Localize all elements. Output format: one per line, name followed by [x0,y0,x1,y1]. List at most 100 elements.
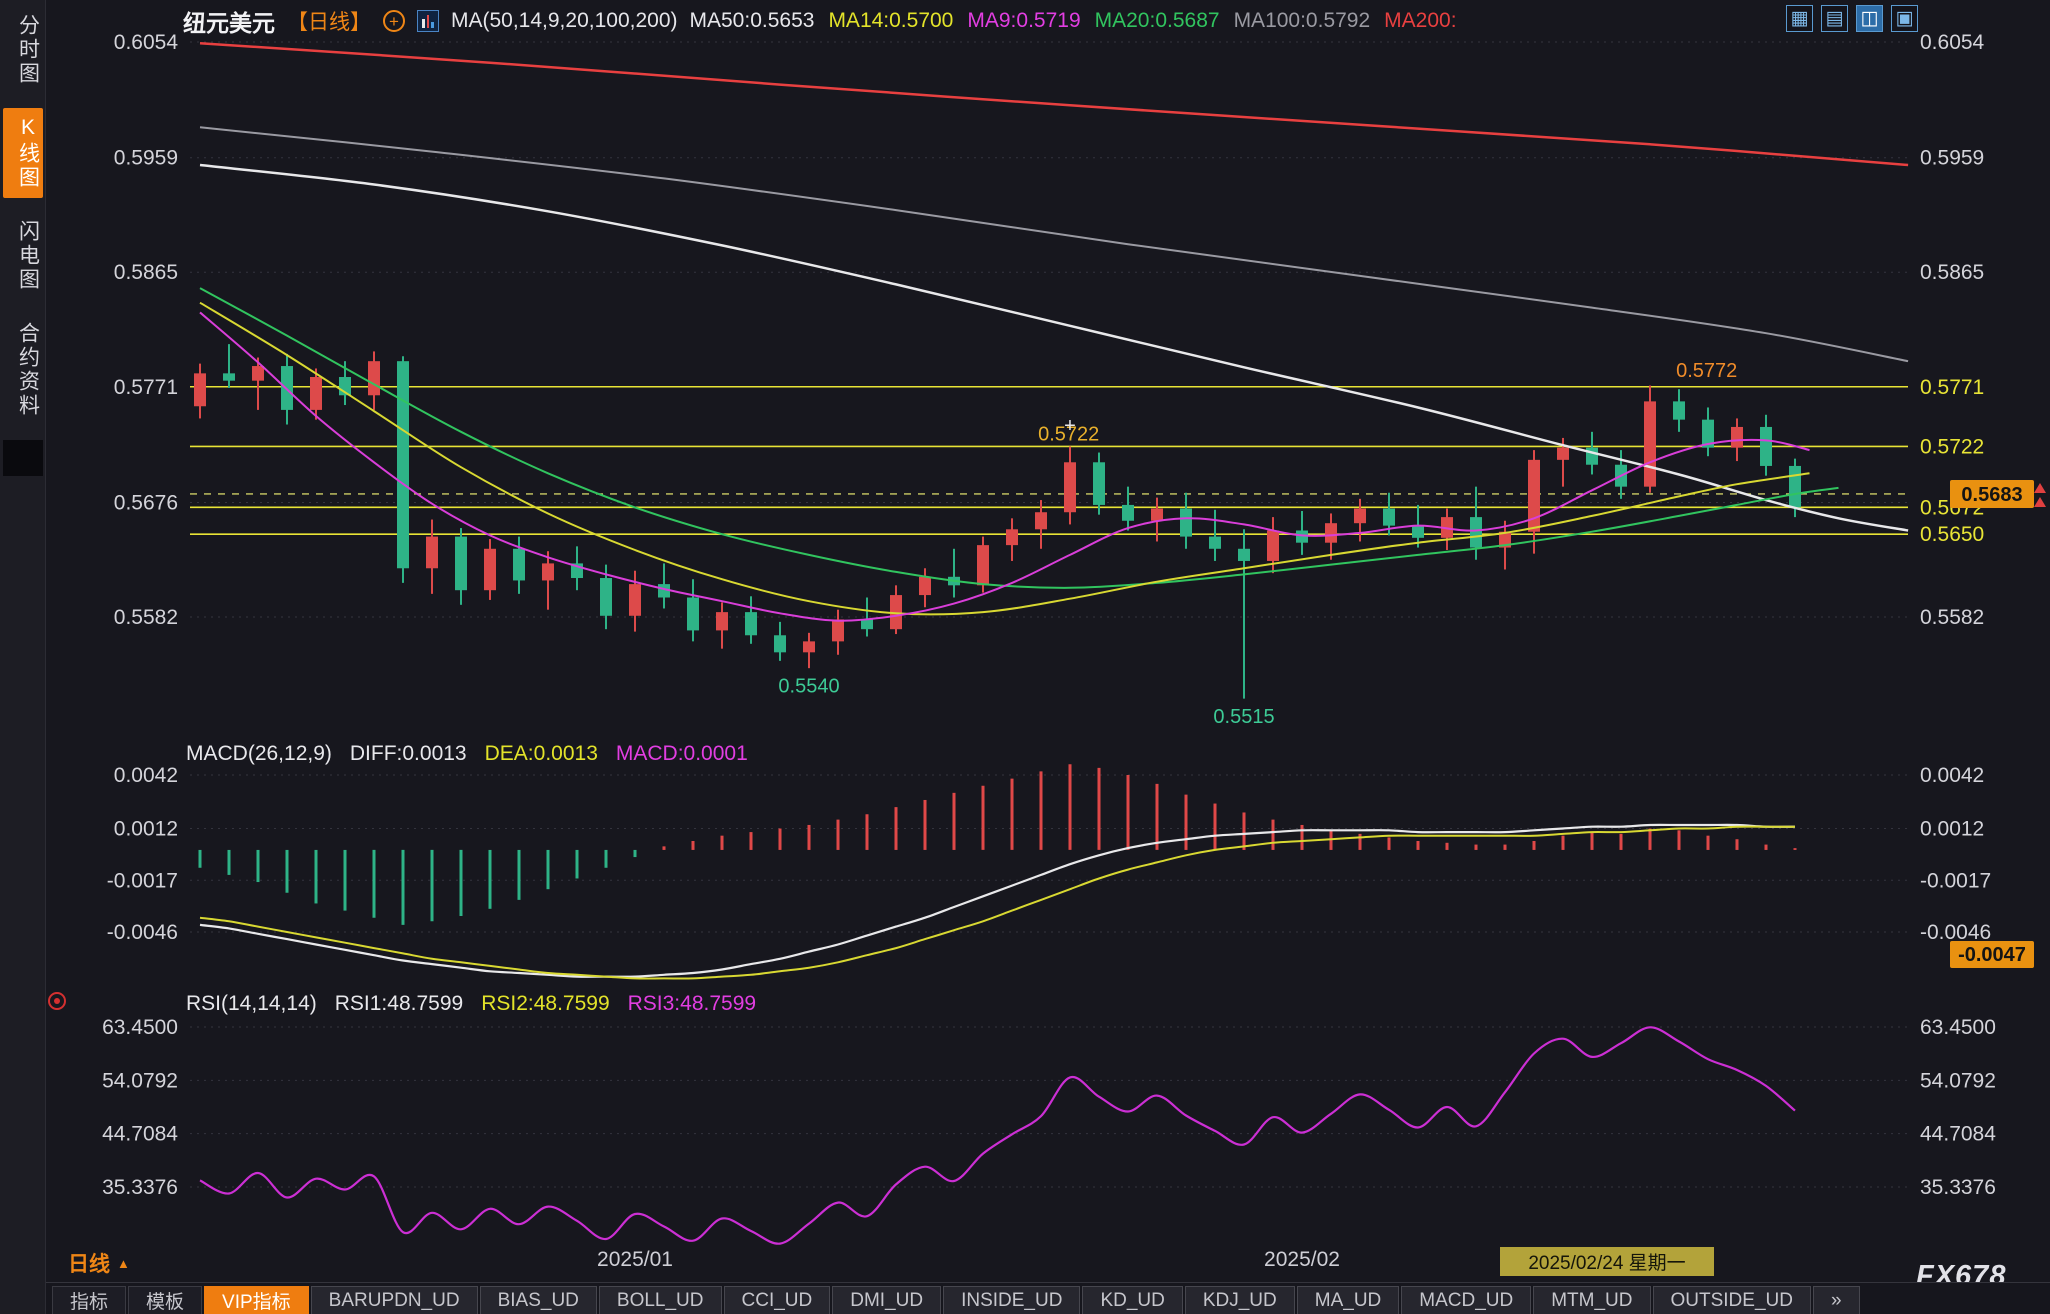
sidebar-tab-2[interactable]: 闪电图 [16,220,40,292]
live-alert-icon[interactable] [48,992,66,1010]
candle-body [1557,447,1569,460]
candle-body [1470,517,1482,548]
toolbar-item-6[interactable]: CCI_UD [723,1286,831,1314]
candle-body [600,578,612,616]
price-tick-left: 0.6054 [114,31,179,54]
x-axis-label: 2025/02 [1264,1248,1340,1271]
kline-window-icon[interactable]: ◫ [1856,5,1883,32]
candle-body [281,366,293,410]
candle-body [1238,548,1250,561]
toolbar-item-3[interactable]: BARUPDN_UD [310,1286,478,1314]
rsi-tick-right: 44.7084 [1920,1123,1996,1146]
candle-body [1064,462,1076,513]
candle-body [1528,459,1540,532]
candle-body [1354,508,1366,524]
macd-tick-left: 0.0012 [114,818,178,841]
candle-body [1093,462,1105,505]
price-tick-left: 0.5582 [114,606,178,629]
candle-body [513,548,525,581]
macd-title-part-3: MACD:0.0001 [615,742,748,765]
rsi-title-part-0: RSI(14,14,14) [186,992,317,1015]
popup-window-icon[interactable]: ▣ [1891,5,1918,32]
ma-values-part-2: MA9:0.5719 [967,9,1081,32]
candle-body [1673,401,1685,420]
toolbar-item-14[interactable]: OUTSIDE_UD [1652,1286,1811,1314]
price-level-label: 0.5650 [1920,523,1984,546]
toolbar-item-1[interactable]: 模板 [128,1286,203,1314]
rsi-tick-right: 63.4500 [1920,1016,1996,1039]
toolbar-item-7[interactable]: DMI_UD [832,1286,942,1314]
macd-title-part-0: MACD(26,12,9) [186,742,332,765]
ma-line-MA100 [199,126,1909,363]
price-tick-left: 0.5676 [114,491,178,514]
period-selector[interactable]: 日线 ▲ [68,1248,130,1278]
toolbar-item-5[interactable]: BOLL_UD [598,1286,722,1314]
layout-rows-icon[interactable]: ▤ [1821,5,1848,32]
candle-body [832,619,844,642]
x-axis-label: 2025/01 [597,1248,673,1271]
current-price-tag-label: 0.5683 [1961,484,2022,506]
toolbar-item-12[interactable]: MACD_UD [1401,1286,1532,1314]
macd-tick-left: -0.0046 [107,921,178,944]
macd-value-tag-label: -0.0047 [1958,944,2026,966]
sidebar-tab-3[interactable]: 合约资料 [16,322,40,418]
macd-tick-left: -0.0017 [107,869,178,892]
price-up-arrow-icon [2034,482,2046,493]
candle-body [1702,419,1714,448]
symbol-name: 纽元美元 [183,10,275,36]
macd-dea-line [199,825,1795,980]
candle-body [1296,530,1308,543]
toolbar-item-13[interactable]: MTM_UD [1533,1286,1651,1314]
rsi-title-part-3: RSI3:48.7599 [627,992,757,1015]
candle-body [252,366,264,381]
candle-body [629,584,641,616]
bottom-toolbar: 指标 模板 VIP指标 BARUPDN_UD BIAS_UD BOLL_UD CCI_UD D… [46,1282,2050,1314]
candle-body [1325,523,1337,543]
sidebar-tabs: 分时图 K线图闪电图合约资料 [2,6,43,426]
price-tick-right: 0.5582 [1920,606,1984,629]
ma-line-MA50 [199,163,1909,532]
candle-body [455,536,467,591]
macd-tick-right: 0.0012 [1920,818,1984,841]
macd-title-part-2: DEA:0.0013 [484,742,598,765]
toolbar-item-15[interactable]: » [1812,1286,1860,1314]
candle-body [919,576,931,596]
toolbar-item-10[interactable]: KDJ_UD [1184,1286,1295,1314]
toolbar-item-9[interactable]: KD_UD [1082,1286,1183,1314]
layout-grid-icon[interactable]: ▦ [1786,5,1813,32]
ma-values-part-3: MA20:0.5687 [1094,9,1220,32]
price-level-label: 0.5722 [1920,435,1984,458]
candle-body [1151,508,1163,521]
chart-annotation: 0.5540 [778,676,839,698]
crosshair-plus-icon[interactable]: + [383,10,405,32]
price-tick-left: 0.5865 [114,261,178,284]
sidebar-tab-0[interactable]: 分时图 [16,14,40,86]
toolbar-item-8[interactable]: INSIDE_UD [943,1286,1081,1314]
toolbar-item-0[interactable]: 指标 [52,1286,127,1314]
macd-tick-right: 0.0042 [1920,764,1984,787]
ma-values-part-5: MA200: [1384,9,1457,32]
toolbar-item-11[interactable]: MA_UD [1296,1286,1400,1314]
mini-chart-icon[interactable] [417,10,439,32]
macd-tick-right: -0.0046 [1920,921,1991,944]
rsi-tick-left: 63.4500 [102,1016,178,1039]
candle-body [1383,508,1395,526]
macd-value-tag [1950,941,2034,968]
chart-annotation: 0.5515 [1213,706,1274,728]
candle-body [716,612,728,631]
candle-body [1122,504,1134,521]
rsi-title-part-2: RSI2:48.7599 [481,992,610,1015]
toolbar-item-4[interactable]: BIAS_UD [479,1286,597,1314]
toolbar-item-2[interactable]: VIP指标 [204,1286,309,1314]
ma-values-part-0: MA50:0.5653 [689,9,815,32]
ma-line-MA9 [199,311,1810,622]
price-tick-left: 0.5771 [114,376,178,399]
sidebar-collapsed-box [2,440,43,476]
candle-body [890,595,902,630]
sidebar-tab-1[interactable]: K线图 [2,108,43,198]
price-tick-left: 0.5959 [114,147,178,170]
candle-body [861,619,873,630]
period-label: 日线 [68,1253,110,1276]
